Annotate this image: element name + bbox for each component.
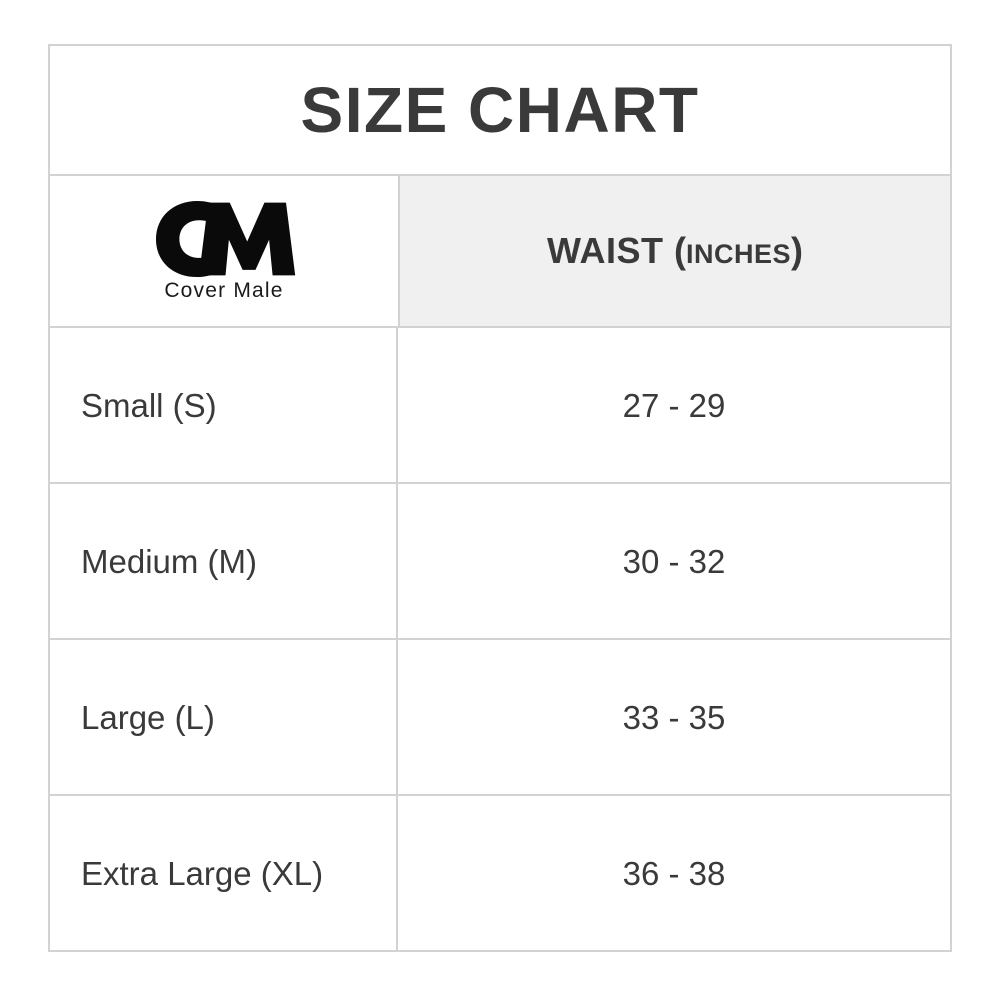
table-row: Extra Large (XL) 36 - 38 (50, 796, 950, 950)
size-label: Medium (M) (81, 542, 258, 580)
table-cell-size: Extra Large (XL) (50, 796, 398, 950)
waist-header-open-paren: ( (674, 230, 686, 271)
size-chart-table: SIZE CHART Cover Male WAIST (INCHES) (48, 44, 952, 952)
table-row: Large (L) 33 - 35 (50, 640, 950, 796)
cover-male-cm-logo-icon (156, 201, 296, 277)
chart-title-row: SIZE CHART (50, 46, 950, 176)
waist-value: 30 - 32 (622, 542, 726, 580)
waist-value: 27 - 29 (622, 386, 726, 424)
table-cell-size: Large (L) (50, 640, 398, 794)
waist-header-main: WAIST (546, 230, 664, 271)
table-cell-size: Small (S) (50, 328, 398, 482)
table-cell-waist: 27 - 29 (398, 328, 950, 482)
table-cell-waist: 36 - 38 (398, 796, 950, 950)
page-title: SIZE CHART (300, 74, 700, 146)
waist-value: 33 - 35 (622, 698, 726, 736)
size-label: Large (L) (81, 698, 215, 736)
header-cell-waist: WAIST (INCHES) (400, 176, 950, 326)
waist-value: 36 - 38 (622, 854, 726, 892)
brand-wordmark: Cover Male (164, 279, 284, 302)
table-cell-size: Medium (M) (50, 484, 398, 638)
waist-header-label: WAIST (INCHES) (547, 233, 803, 269)
brand-logo: Cover Male (149, 201, 299, 301)
waist-header-close-paren: ) (791, 230, 804, 271)
size-label: Extra Large (XL) (81, 854, 324, 892)
waist-header-unit: INCHES (686, 239, 792, 269)
table-header-row: Cover Male WAIST (INCHES) (50, 176, 950, 328)
header-cell-brand: Cover Male (50, 176, 400, 326)
table-row: Small (S) 27 - 29 (50, 328, 950, 484)
table-cell-waist: 33 - 35 (398, 640, 950, 794)
size-label: Small (S) (81, 386, 217, 424)
table-row: Medium (M) 30 - 32 (50, 484, 950, 640)
table-cell-waist: 30 - 32 (398, 484, 950, 638)
